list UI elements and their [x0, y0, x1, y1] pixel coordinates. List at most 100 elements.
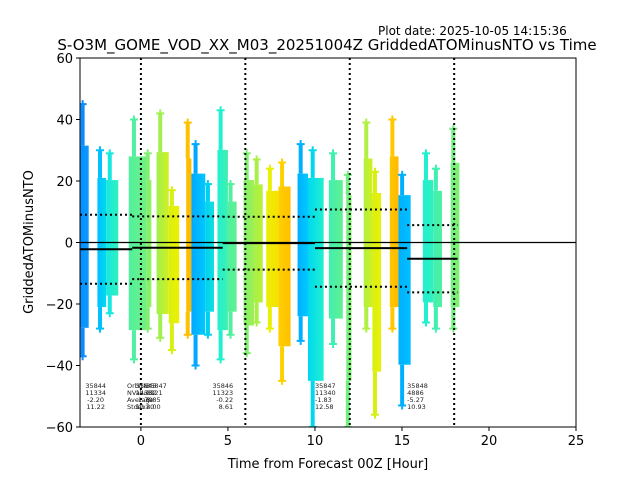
x-tick-label: 15 — [394, 434, 411, 449]
scatter-tail-bottom — [169, 323, 174, 351]
stat-label: 35845 — [136, 382, 157, 390]
scatter-tail-top — [280, 162, 285, 187]
plus-marker — [362, 118, 371, 127]
scatter-tail-bottom — [98, 307, 103, 329]
scatter-tail-top — [254, 159, 259, 185]
plus-marker — [143, 324, 152, 333]
plus-marker — [431, 164, 440, 173]
plus-marker — [329, 149, 338, 158]
stat-lines — [80, 58, 576, 427]
scatter-strip — [227, 201, 237, 312]
plus-marker — [252, 155, 261, 164]
plus-marker — [329, 339, 338, 348]
x-tick-label: 20 — [481, 434, 498, 449]
plus-marker — [343, 423, 352, 427]
scatter-strip — [266, 190, 279, 308]
scatter-tail-top — [145, 153, 150, 181]
scatter-tail-top — [169, 190, 174, 206]
plus-marker — [265, 164, 274, 173]
scatter-tail-top — [400, 174, 405, 196]
plus-marker — [129, 355, 138, 364]
scatter-tail-top — [345, 174, 350, 196]
scatter-tail-bottom — [193, 334, 198, 366]
plus-marker — [242, 149, 251, 158]
scatter-tail-top — [451, 128, 456, 163]
scatter-tail-bottom — [390, 307, 395, 329]
scatter-tail-bottom — [400, 364, 405, 406]
scatter-tail-bottom — [185, 311, 190, 335]
x-tick-label: 25 — [568, 434, 585, 449]
scatter-tail-bottom — [345, 380, 350, 427]
scatter-strip — [433, 190, 442, 308]
stat-label: 10.20 — [136, 403, 155, 411]
scatter-tail-bottom — [218, 330, 223, 360]
stat-label: 14332 — [136, 389, 157, 397]
plus-marker — [216, 106, 225, 115]
scatter-tail-top — [364, 122, 369, 159]
stat-label: OrbitNr — [127, 382, 151, 390]
scatter-tail-bottom — [364, 307, 369, 329]
plus-marker — [421, 318, 430, 327]
plus-marker — [129, 115, 138, 124]
y-tick-label: 60 — [56, 52, 73, 67]
scatter-strip — [398, 195, 411, 365]
y-tick-label: 20 — [56, 175, 73, 190]
scatter-tail-top — [131, 119, 136, 157]
scatter-tail-bottom — [372, 371, 377, 415]
scatter-strip — [372, 192, 382, 372]
scatter-strip — [217, 149, 228, 331]
plot-date: Plot date: 2025-10-05 14:15:36 — [378, 24, 567, 38]
x-axis: 0 5 10 15 20 25 — [137, 427, 585, 449]
plus-marker — [362, 324, 371, 333]
y-tick-label: −40 — [46, 360, 73, 375]
stat-label: -0.22 — [216, 396, 233, 404]
y-tick-label: 0 — [65, 237, 73, 252]
scatter-tail-bottom — [433, 307, 438, 329]
x-tick-label: 5 — [224, 434, 232, 449]
scatter-tail-top — [298, 144, 303, 174]
scatter-tail-bottom — [254, 302, 259, 323]
plus-marker — [203, 330, 212, 339]
scatter-strip — [156, 152, 169, 314]
scatter-tail-bottom — [145, 307, 150, 329]
scatter-strip — [278, 186, 291, 347]
plus-marker — [242, 349, 251, 358]
scatter-tail-top — [433, 168, 438, 191]
scatter-tail-bottom — [228, 311, 233, 335]
plus-marker — [96, 146, 105, 155]
plus-marker — [203, 180, 212, 189]
stat-label: 3321 — [146, 389, 163, 397]
scatter-strips — [80, 100, 460, 427]
plus-marker — [398, 401, 407, 410]
stat-label: 11334 — [85, 389, 106, 397]
stat-label: 11323 — [212, 389, 233, 397]
plus-marker — [308, 146, 317, 155]
stat-label: NValues — [127, 389, 154, 397]
stat-label: 35847 — [315, 382, 336, 390]
chart-title: S-O3M_GOME_VOD_XX_M03_20251004Z GriddedA… — [57, 36, 596, 55]
scatter-tail-bottom — [158, 313, 163, 338]
plus-marker — [80, 100, 87, 109]
stat-label: -1.83 — [315, 396, 332, 404]
plus-marker — [278, 158, 287, 167]
scatter-tail-top — [107, 153, 112, 181]
stat-label: 4886 — [407, 389, 424, 397]
scatter-strip — [307, 177, 324, 381]
x-tick-label: 0 — [137, 434, 145, 449]
scatter-tail-top — [98, 150, 103, 178]
plus-marker — [398, 170, 407, 179]
plus-marker — [226, 330, 235, 339]
plus-marker — [226, 180, 235, 189]
y-tick-label: 40 — [56, 114, 73, 129]
stat-label: 8.85 — [146, 396, 160, 404]
plus-marker — [191, 140, 200, 149]
plus-marker — [278, 376, 287, 385]
plus-marker — [156, 109, 165, 118]
scatter-tail-top — [193, 144, 198, 174]
stat-label: 35844 — [85, 382, 106, 390]
stat-label: -5.27 — [407, 396, 424, 404]
scatter-tail-bottom — [280, 346, 285, 381]
scatter-tail-bottom — [205, 311, 210, 335]
stat-label: 12.58 — [315, 403, 334, 411]
